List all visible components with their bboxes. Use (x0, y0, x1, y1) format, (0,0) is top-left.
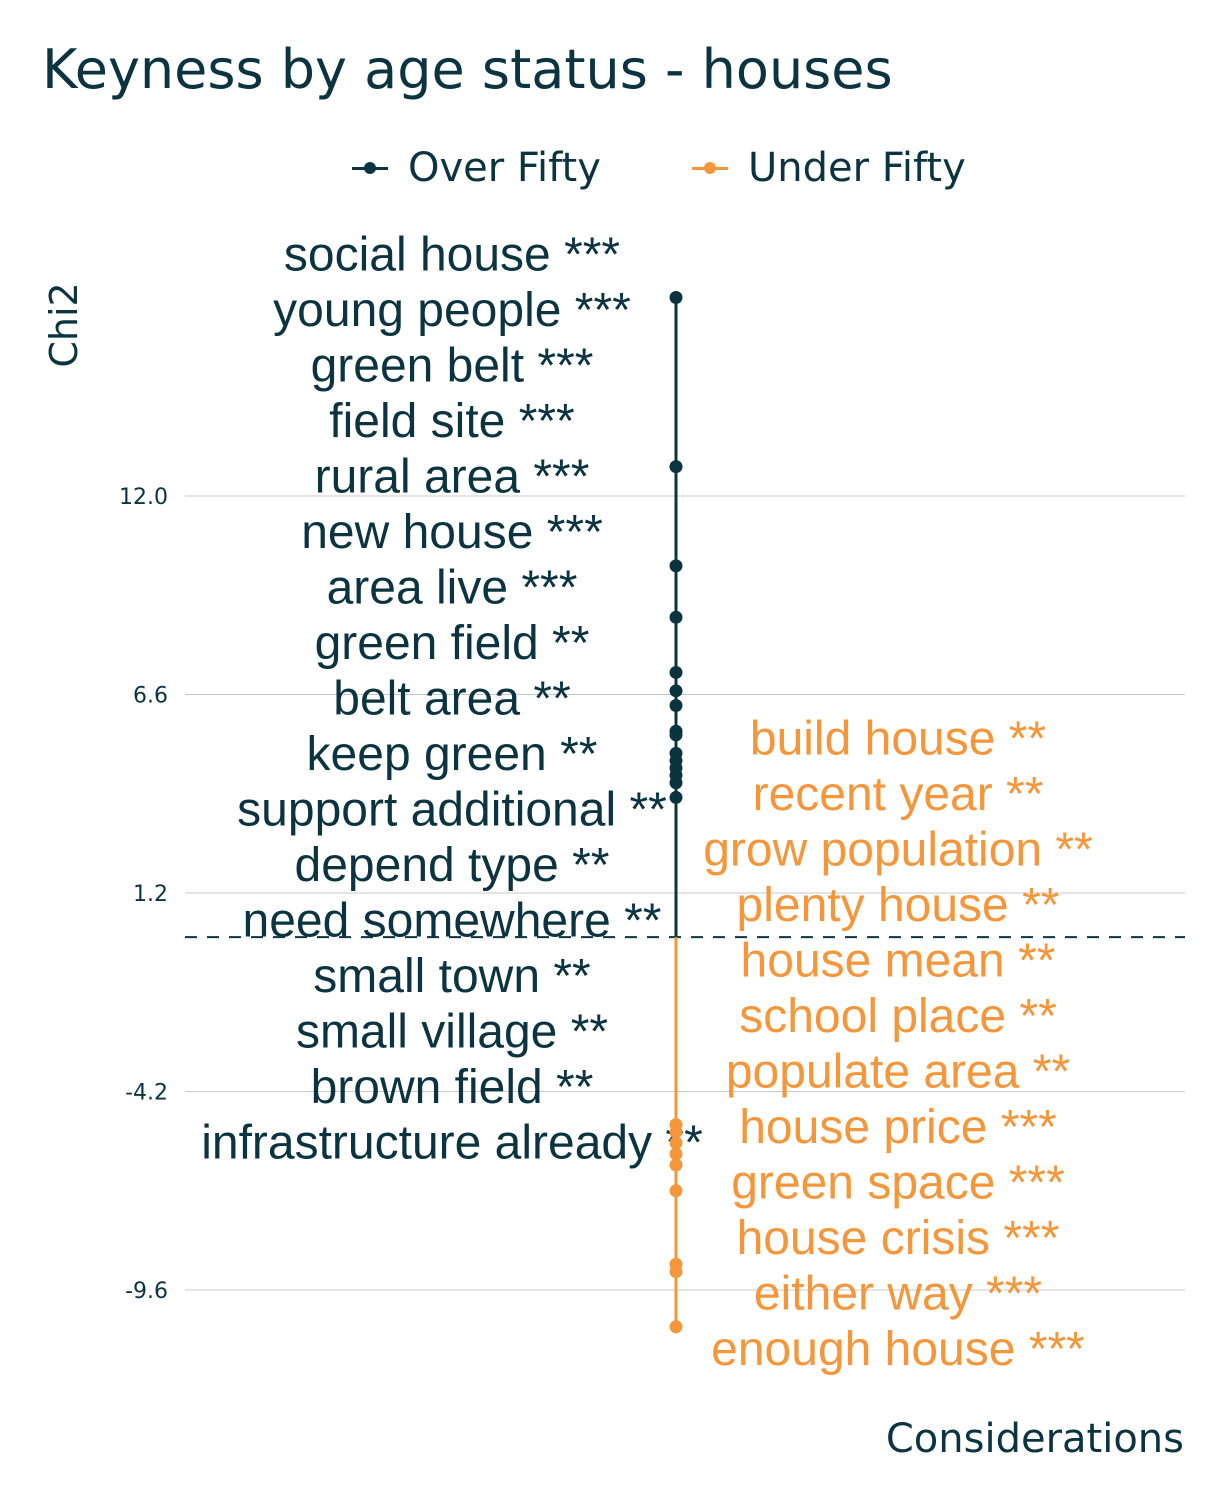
y-tick-label: 1.2 (133, 882, 168, 907)
chart-title: Keyness by age status - houses (42, 38, 893, 101)
term-label-over-fifty: small village ** (296, 1006, 608, 1059)
term-label-over-fifty: brown field ** (311, 1061, 594, 1114)
y-axis-label: Chi2 (42, 282, 86, 367)
term-label-over-fifty: infrastructure already ** (201, 1117, 703, 1170)
term-label-under-fifty: house mean ** (741, 935, 1056, 988)
data-point-over-fifty (669, 291, 683, 304)
data-point-over-fifty (669, 728, 683, 742)
term-label-over-fifty: green belt *** (311, 340, 594, 393)
term-label-under-fifty: either way *** (754, 1268, 1042, 1321)
term-label-over-fifty: field site *** (329, 395, 574, 448)
term-label-under-fifty: house price *** (739, 1101, 1057, 1154)
term-label-under-fifty: enough house *** (711, 1323, 1085, 1376)
term-label-under-fifty: plenty house ** (737, 879, 1060, 932)
term-label-over-fifty: small town ** (313, 950, 590, 1003)
term-label-under-fifty: grow population ** (703, 824, 1093, 877)
data-point-under-fifty (669, 1265, 683, 1279)
legend-item-under-fifty: Under Fifty (690, 140, 966, 196)
data-point-over-fifty (669, 776, 683, 790)
y-tick-label: 6.6 (133, 684, 168, 709)
term-label-over-fifty: area live *** (327, 562, 578, 615)
data-point-over-fifty (669, 610, 683, 624)
term-label-over-fifty: need somewhere ** (243, 895, 662, 948)
data-point-over-fifty (669, 790, 683, 804)
term-label-under-fifty: house crisis *** (737, 1212, 1060, 1265)
term-label-under-fifty: build house ** (750, 713, 1046, 766)
term-label-over-fifty: rural area *** (315, 451, 590, 504)
data-point-under-fifty (669, 1147, 683, 1161)
term-label-over-fifty: green field ** (315, 617, 590, 670)
term-label-over-fifty: young people *** (273, 284, 631, 337)
legend-item-over-fifty: Over Fifty (350, 140, 601, 196)
data-point-under-fifty (669, 1320, 683, 1334)
legend-swatch-under-fifty (690, 158, 730, 178)
term-label-over-fifty: keep green ** (307, 728, 598, 781)
x-axis-label: Considerations (886, 1416, 1184, 1462)
term-label-under-fifty: school place ** (739, 990, 1057, 1043)
data-point-under-fifty (669, 1184, 683, 1198)
data-point-under-fifty (669, 1158, 683, 1172)
term-label-over-fifty: new house *** (301, 506, 603, 559)
y-tick-label: 12.0 (119, 485, 168, 510)
term-label-under-fifty: recent year ** (753, 768, 1044, 821)
data-point-over-fifty (669, 559, 683, 573)
data-point-under-fifty (669, 1136, 683, 1150)
legend-swatch-over-fifty (350, 158, 390, 178)
term-label-under-fifty: green space *** (731, 1157, 1065, 1210)
term-label-under-fifty: populate area ** (726, 1046, 1070, 1099)
data-point-under-fifty (669, 1125, 683, 1139)
data-point-over-fifty (669, 665, 683, 679)
data-point-over-fifty (669, 684, 683, 698)
y-tick-label: -9.6 (125, 1279, 168, 1304)
data-point-over-fifty (669, 460, 683, 474)
term-label-over-fifty: social house *** (284, 229, 620, 282)
legend-label-over-fifty: Over Fifty (408, 145, 601, 191)
legend-label-under-fifty: Under Fifty (748, 145, 966, 191)
term-label-over-fifty: support additional ** (237, 784, 667, 837)
y-tick-label: -4.2 (125, 1081, 168, 1106)
term-label-over-fifty: depend type ** (295, 839, 610, 892)
legend: Over Fifty Under Fifty (0, 140, 1227, 196)
data-point-over-fifty (669, 699, 683, 713)
term-label-over-fifty: belt area ** (333, 673, 571, 726)
